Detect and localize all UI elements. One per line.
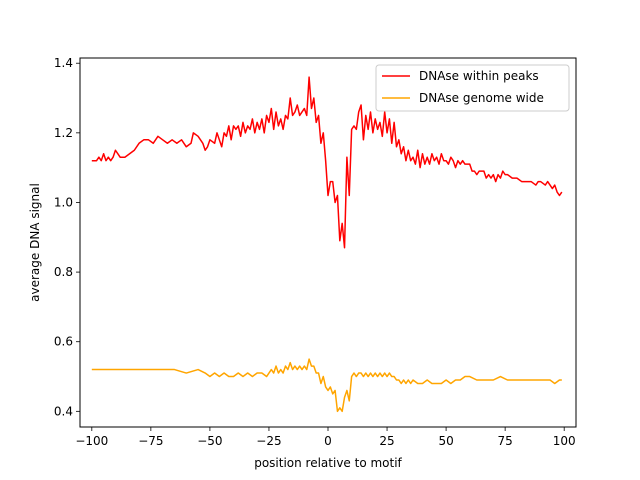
- legend-box: [375, 64, 570, 112]
- y-tick-label: 1.4: [54, 56, 73, 70]
- x-axis: −100 −75 −50 −25 0 25 50 75 100: [75, 427, 576, 448]
- series-line-1: [91, 358, 562, 413]
- x-tick-label: 100: [553, 434, 576, 448]
- x-axis-label: position relative to motif: [254, 456, 402, 470]
- x-tick-label: 75: [498, 434, 513, 448]
- axes-frame: [79, 57, 577, 428]
- x-tick-label: 0: [324, 434, 332, 448]
- y-axis-label: average DNA signal: [28, 183, 42, 302]
- y-axis: 0.4 0.6 0.8 1.0 1.2 1.4: [54, 56, 80, 418]
- legend: DNAse within peaks DNAse genome wide: [375, 64, 570, 112]
- series-line-0: [91, 76, 563, 249]
- x-tick-label: 25: [379, 434, 394, 448]
- legend-label: DNAse within peaks: [419, 69, 539, 83]
- series-layer: [91, 76, 563, 413]
- x-tick-label: 50: [438, 434, 453, 448]
- y-tick-label: 0.4: [54, 404, 73, 418]
- y-tick-label: 1.2: [54, 126, 73, 140]
- y-tick-label: 0.8: [54, 265, 73, 279]
- y-tick-label: 1.0: [54, 195, 73, 209]
- x-tick-label: −50: [197, 434, 222, 448]
- x-tick-label: −100: [75, 434, 108, 448]
- y-tick-label: 0.6: [54, 335, 73, 349]
- x-tick-label: −25: [256, 434, 281, 448]
- legend-label: DNAse genome wide: [419, 91, 544, 105]
- x-tick-label: −75: [138, 434, 163, 448]
